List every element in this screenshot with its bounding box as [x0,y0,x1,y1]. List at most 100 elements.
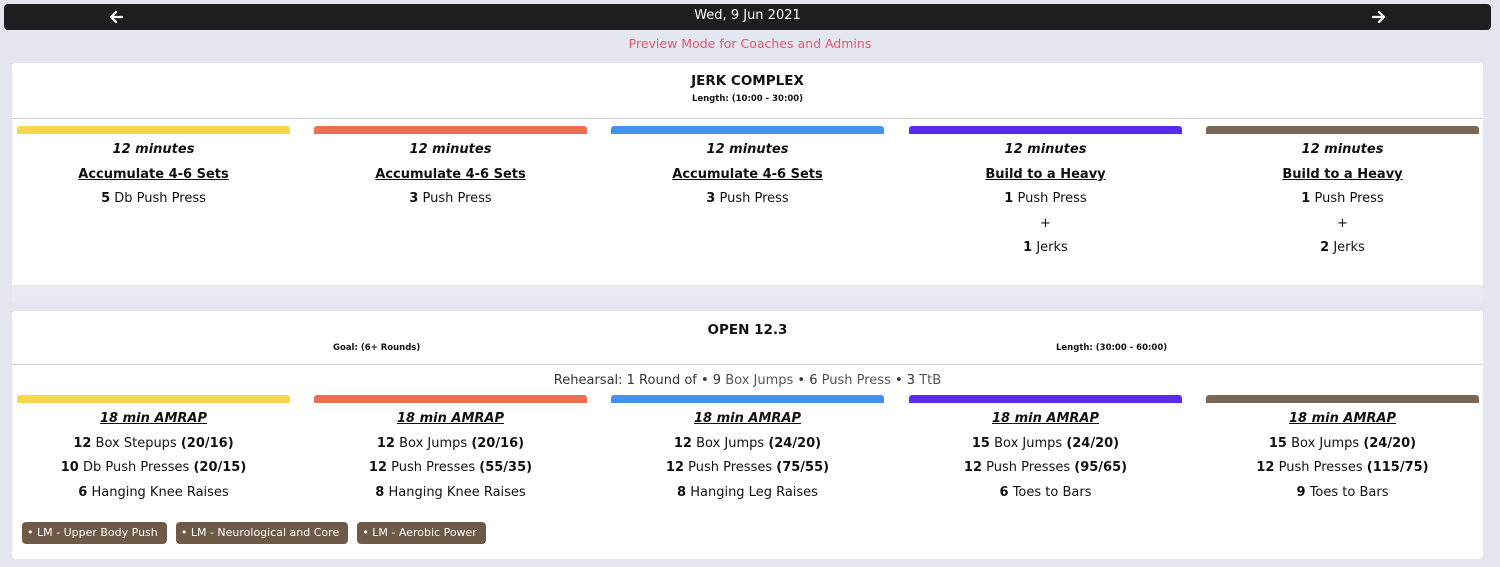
movement: Jerks [1333,240,1365,256]
movement-line: 15 Box Jumps (24/20) [909,432,1182,457]
movement: Push Presses [986,460,1071,476]
section-title: JERK COMPLEX [691,73,804,89]
movement-line: 3 Push Press [314,187,587,212]
movement-line: 1 Push Press [909,187,1182,212]
weight: (75/55) [776,460,830,476]
reps: 12 [963,460,982,476]
movement-line: 2 Jerks [1206,236,1479,261]
weight: (24/20) [1066,435,1120,451]
movement-line: 6 Toes to Bars [909,481,1182,506]
reps: 15 [1268,435,1287,451]
movement: Toes to Bars [1309,484,1389,500]
movement: Push Press [1017,191,1087,207]
movement-line: 1 Push Press [1206,187,1479,212]
reps: 12 [673,435,692,451]
arrow-right-icon [1371,10,1386,24]
previous-day-button[interactable] [104,7,128,27]
duration: 12 minutes [706,142,789,157]
tag-neurological-core[interactable]: • LM - Neurological and Core [175,522,349,544]
movement: Box Jumps [399,435,468,451]
jerk-complex-card: JERK COMPLEX Length: (10:00 - 30:00) 12 … [12,63,1483,303]
movement: Box Jumps [696,435,765,451]
weight: (20/16) [180,435,234,451]
reps: 8 [375,484,385,500]
scheme-heading[interactable]: Accumulate 4-6 Sets [375,166,526,182]
reps: 1 [1301,191,1311,207]
movement-line: 3 Push Press [611,187,884,212]
weight: (24/20) [768,435,822,451]
reps: 12 [1256,460,1275,476]
duration: 12 minutes [112,142,195,157]
amrap-heading[interactable]: 18 min AMRAP [1289,411,1396,426]
weight: (55/35) [479,460,533,476]
reps: 9 [712,373,722,388]
movement: Jerks [1036,240,1068,256]
arrow-left-icon [109,10,124,24]
reps: 6 [809,373,818,388]
duration: 12 minutes [409,142,492,157]
reps: 10 [60,460,79,476]
open-12-3-card: OPEN 12.3 Goal: (6+ Rounds) Length: (30:… [12,311,1483,559]
duration: 12 minutes [1004,142,1087,157]
section-title: OPEN 12.3 [707,322,788,338]
movement-line: 6 Hanging Knee Raises [17,481,290,506]
tag-upper-body-push[interactable]: • LM - Upper Body Push [22,522,167,544]
movement: Hanging Knee Raises [388,484,526,500]
amrap-heading[interactable]: 18 min AMRAP [100,411,207,426]
plus-sign: + [1337,215,1348,231]
tag-list: • LM - Upper Body Push • LM - Neurologic… [22,521,490,544]
reps: 5 [101,191,111,207]
amrap-heading[interactable]: 18 min AMRAP [694,411,801,426]
movement: Db Push Press [114,191,206,207]
amrap-heading[interactable]: 18 min AMRAP [992,411,1099,426]
movement: Hanging Leg Raises [690,484,818,500]
movement: Push Presses [1278,460,1363,476]
next-day-button[interactable] [1367,7,1391,27]
scheme-heading[interactable]: Accumulate 4-6 Sets [672,166,823,182]
reps: 1 [1023,240,1033,256]
scheme-heading[interactable]: Build to a Heavy [1282,166,1403,182]
movement: Box Jumps [994,435,1063,451]
weight: (115/75) [1366,460,1429,476]
movement: Push Press [821,373,891,388]
section-length: Length: (30:00 - 60:00) [1056,343,1168,353]
movement: Box Stepups [95,435,177,451]
reps: 2 [1320,240,1330,256]
columns-background [12,285,1483,303]
amrap-column-4: 18 min AMRAP 15 Box Jumps (24/20) 12 Pus… [909,395,1182,513]
movement: Box Jumps [1291,435,1360,451]
level-column-4: 12 minutes Build to a Heavy 1 Push Press… [909,126,1182,268]
movement: Hanging Knee Raises [91,484,229,500]
current-date: Wed, 9 Jun 2021 [694,8,801,23]
scheme-heading[interactable]: Accumulate 4-6 Sets [78,166,229,182]
reps: 3 [409,191,419,207]
movement-line: 12 Push Presses (55/35) [314,456,587,481]
reps: 8 [677,484,687,500]
scheme-heading[interactable]: Build to a Heavy [985,166,1106,182]
movement: Push Presses [688,460,773,476]
movement-line: 10 Db Push Presses (20/15) [17,456,290,481]
level-column-1: 12 minutes Accumulate 4-6 Sets 5 Db Push… [17,126,290,218]
amrap-column-5: 18 min AMRAP 15 Box Jumps (24/20) 12 Pus… [1206,395,1479,513]
movement-line: 12 Box Stepups (20/16) [17,432,290,457]
movement: Push Presses [391,460,476,476]
movement-line: 12 Push Presses (75/55) [611,456,884,481]
movement-line: 5 Db Push Press [17,187,290,212]
tag-aerobic-power[interactable]: • LM - Aerobic Power [357,522,486,544]
reps: 1 [1004,191,1014,207]
level-column-3: 12 minutes Accumulate 4-6 Sets 3 Push Pr… [611,126,884,218]
movement: TtB [919,373,942,388]
amrap-column-2: 18 min AMRAP 12 Box Jumps (20/16) 12 Pus… [314,395,587,513]
divider [12,118,1483,119]
movement: Box Jumps [725,373,794,388]
movement: Push Press [1314,191,1384,207]
movement-line: 9 Toes to Bars [1206,481,1479,506]
reps: 12 [368,460,387,476]
movement: Toes to Bars [1012,484,1092,500]
movement-line: 8 Hanging Leg Raises [611,481,884,506]
reps: 15 [971,435,990,451]
reps: 3 [906,373,916,388]
rehearsal-prefix: Rehearsal: 1 Round of [553,373,697,388]
amrap-heading[interactable]: 18 min AMRAP [397,411,504,426]
section-goal: Goal: (6+ Rounds) [333,343,421,353]
